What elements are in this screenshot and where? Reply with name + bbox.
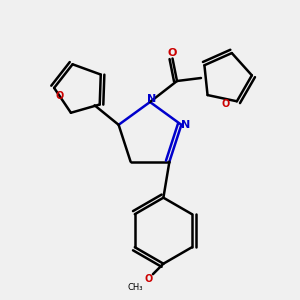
Text: N: N	[147, 94, 156, 104]
Text: O: O	[144, 274, 152, 284]
Text: N: N	[181, 120, 190, 130]
Text: O: O	[168, 47, 177, 58]
Text: O: O	[56, 91, 64, 101]
Text: O: O	[221, 99, 229, 109]
Text: CH₃: CH₃	[127, 283, 142, 292]
